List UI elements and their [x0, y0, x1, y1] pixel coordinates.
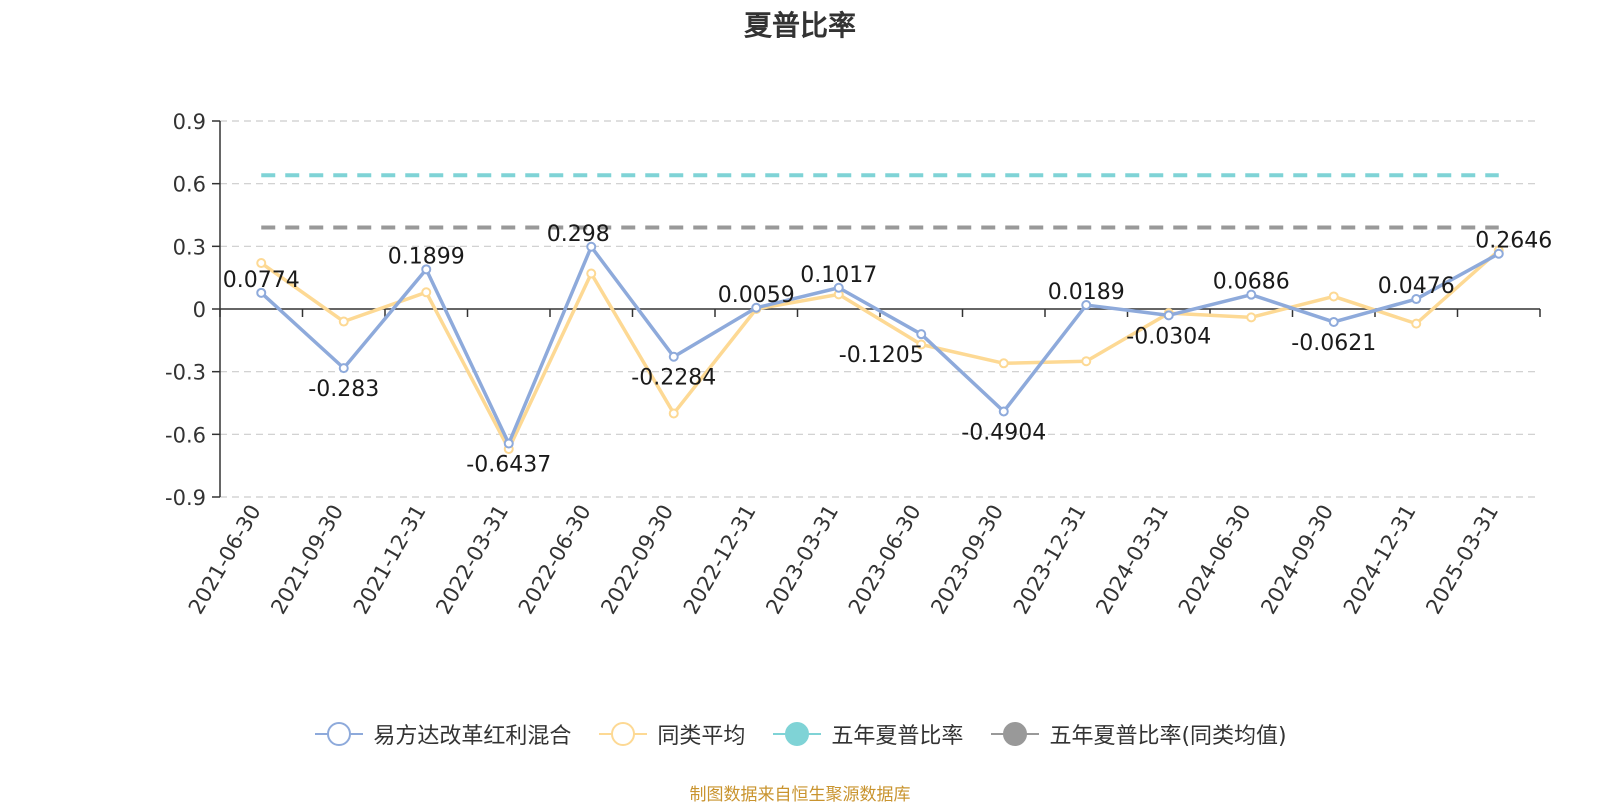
- x-tick-label: 2024-03-31: [1091, 501, 1173, 619]
- legend-marker-icon: [773, 722, 822, 746]
- x-tick-label: 2023-12-31: [1009, 501, 1091, 619]
- data-point: [338, 316, 349, 327]
- data-point: [256, 287, 267, 298]
- source-note: 制图数据来自恒生聚源数据库: [689, 785, 911, 805]
- y-tick-label: 0.6: [173, 173, 206, 197]
- x-tick-label: 2024-09-30: [1256, 501, 1338, 619]
- legend-label: 五年夏普比率(同类均值): [1049, 724, 1287, 749]
- data-point: [833, 282, 844, 293]
- legend-item[interactable]: 五年夏普比率(同类均值): [989, 718, 1287, 750]
- legend-label: 同类平均: [657, 724, 746, 749]
- legend-label: 易方达改革红利混合: [373, 724, 572, 749]
- x-tick-label: 2023-03-31: [761, 501, 843, 619]
- data-point: [668, 408, 679, 419]
- legend: 易方达改革红利混合 同类平均 五年夏普比率 五年夏普比率(同类均值): [0, 718, 1600, 750]
- x-tick-label: 2024-12-31: [1339, 501, 1421, 619]
- data-label: -0.0304: [1126, 324, 1211, 349]
- data-label: 0.1899: [388, 244, 465, 269]
- data-point: [421, 264, 432, 275]
- legend-marker-icon: [991, 722, 1040, 746]
- data-point: [1081, 356, 1092, 367]
- x-tick-label: 2021-12-31: [349, 501, 431, 619]
- data-point: [916, 329, 927, 340]
- x-tick-label: 2025-03-31: [1421, 501, 1503, 619]
- data-point: [1493, 248, 1504, 259]
- x-tick-label: 2021-09-30: [266, 501, 348, 619]
- data-point: [1328, 291, 1339, 302]
- x-tick-label: 2022-06-30: [514, 501, 596, 619]
- x-tick-label: 2022-03-31: [431, 501, 513, 619]
- series-line: [260, 245, 1500, 446]
- data-label: 0.2646: [1475, 229, 1552, 254]
- x-tick-label: 2024-06-30: [1174, 501, 1256, 619]
- data-point: [256, 258, 267, 269]
- data-label: -0.6437: [466, 452, 551, 477]
- data-label: 0.0686: [1213, 270, 1290, 295]
- chart-title: 夏普比率: [743, 9, 856, 42]
- data-point: [916, 339, 927, 350]
- y-tick-label: -0.3: [165, 361, 206, 385]
- data-point: [1328, 316, 1339, 327]
- data-point: [1246, 289, 1257, 300]
- legend-item[interactable]: 易方达改革红利混合: [313, 718, 571, 750]
- data-label: 0.1017: [800, 263, 877, 288]
- x-tick-label: 2023-06-30: [844, 501, 926, 619]
- data-point: [1411, 318, 1422, 329]
- data-point: [503, 438, 514, 449]
- legend-item[interactable]: 同类平均: [597, 718, 745, 750]
- x-tick-label: 2021-06-30: [184, 501, 266, 619]
- y-tick-label: 0: [193, 298, 206, 322]
- data-label: 0.0189: [1048, 280, 1125, 305]
- legend-marker-icon: [599, 722, 648, 746]
- grid-layer: [220, 120, 1540, 498]
- data-label: -0.0621: [1291, 331, 1376, 356]
- legend-marker-icon: [315, 722, 364, 746]
- data-point: [421, 287, 432, 298]
- data-label: -0.1205: [839, 343, 924, 368]
- data-label: -0.2284: [631, 366, 716, 391]
- data-label: -0.283: [308, 377, 379, 402]
- legend-item[interactable]: 五年夏普比率: [771, 718, 963, 750]
- data-label: 0.0059: [718, 283, 795, 308]
- x-tick-label: 2023-09-30: [926, 501, 1008, 619]
- data-label: 0.0774: [223, 268, 300, 293]
- series-layer: [256, 241, 1504, 454]
- data-labels-layer: 0.0774 -0.283 0.1899 -0.6437 0.298 -0.2284 0.0…: [223, 222, 1552, 478]
- data-label: -0.4904: [961, 420, 1046, 445]
- x-tick-label: 2022-12-31: [679, 501, 761, 619]
- data-point: [998, 406, 1009, 417]
- data-point: [1246, 312, 1257, 323]
- legend-label: 五年夏普比率: [831, 724, 964, 749]
- data-label: 0.0476: [1378, 274, 1455, 299]
- y-tick-label: -0.6: [165, 423, 206, 447]
- data-point: [586, 268, 597, 279]
- data-point: [751, 302, 762, 313]
- data-point: [998, 358, 1009, 369]
- y-tick-label: -0.9: [165, 486, 206, 510]
- data-point: [586, 241, 597, 252]
- y-tick-label: 0.3: [173, 235, 206, 259]
- data-point: [1081, 300, 1092, 311]
- x-tick-label: 2022-09-30: [596, 501, 678, 619]
- y-tick-label: 0.9: [173, 110, 206, 134]
- data-point: [1163, 310, 1174, 321]
- data-point: [668, 351, 679, 362]
- data-point: [1411, 294, 1422, 305]
- data-point: [338, 363, 349, 374]
- data-label: 0.298: [547, 222, 610, 247]
